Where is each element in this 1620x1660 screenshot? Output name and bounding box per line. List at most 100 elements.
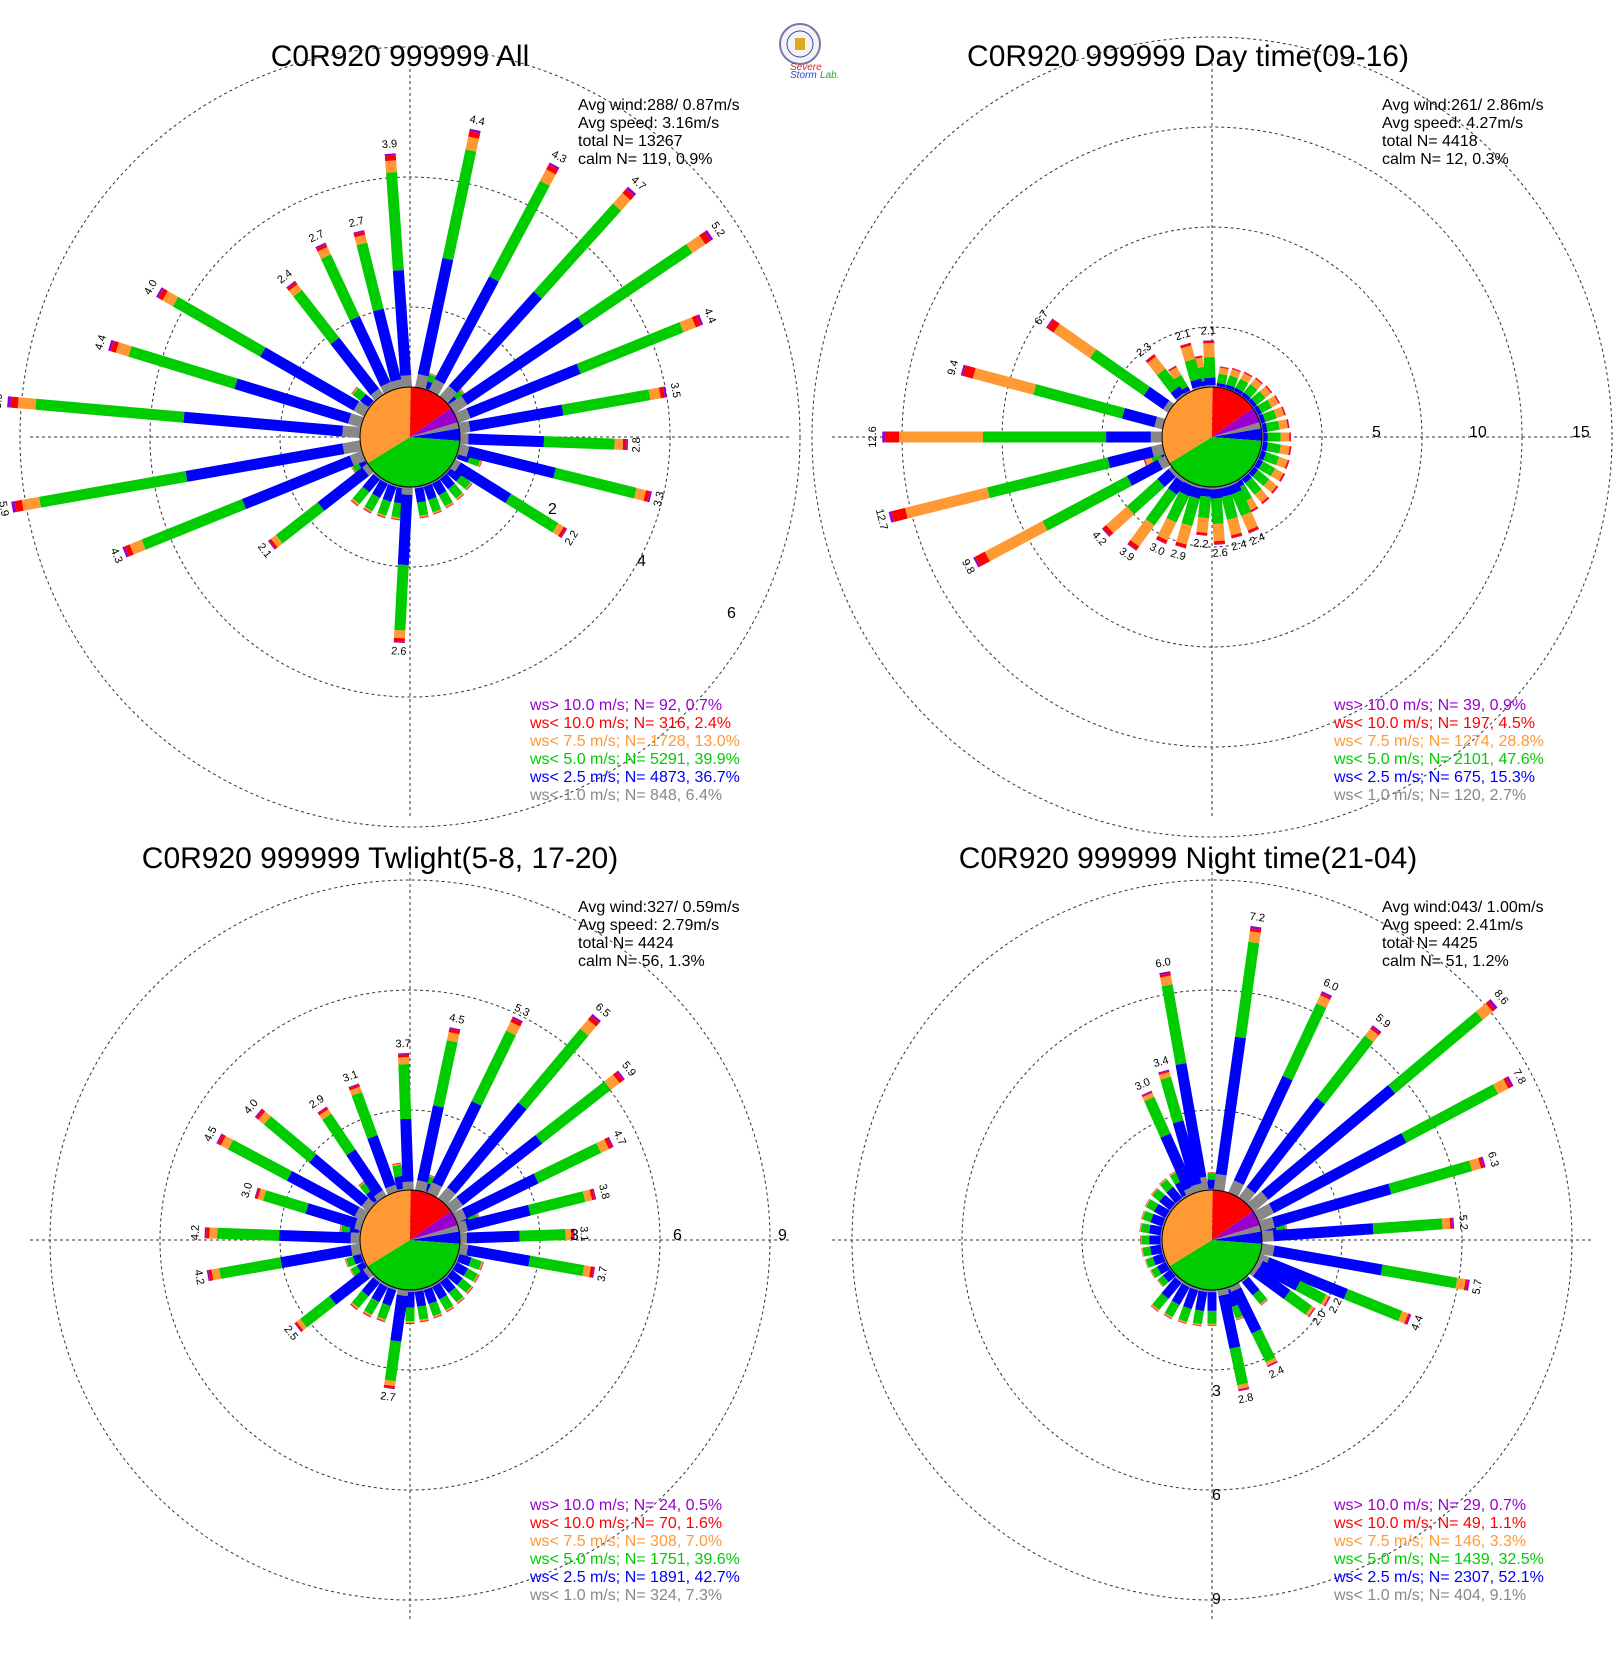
bar-value-label: 2.9 — [1169, 548, 1187, 564]
wind-bar-segment — [1265, 1357, 1278, 1366]
wind-bar-segment — [1180, 345, 1196, 362]
minor-wind-bar-segment — [340, 1223, 351, 1234]
wind-bar-segment — [580, 1019, 597, 1036]
wind-bar-segment — [156, 287, 164, 298]
panel-day: C0R920 999999 Day time(09-16) Avg wind:2… — [811, 36, 1613, 838]
wind-bar-segment — [263, 1116, 317, 1163]
wind-bar-segment — [704, 230, 714, 241]
wind-bar-segment — [1231, 1287, 1262, 1334]
minor-wind-bar-segment — [1178, 1306, 1192, 1323]
minor-wind-bar-segment — [1271, 485, 1279, 494]
ring-label: 6 — [673, 1227, 682, 1244]
wind-bar-segment — [128, 346, 238, 390]
wind-bar-segment — [385, 160, 397, 173]
wind-bar-segment — [122, 546, 129, 558]
bar-value-label: 3.1 — [577, 1226, 590, 1242]
range-ring — [49, 879, 771, 1601]
wind-bar-segment — [466, 1230, 520, 1244]
minor-wind-bar-segment — [448, 483, 463, 499]
minor-wind-bar-segment — [1174, 1180, 1191, 1198]
minor-wind-bar-segment — [1173, 374, 1188, 391]
wind-bar-segment — [1261, 1085, 1396, 1200]
wind-bar-segment — [1172, 1120, 1202, 1187]
minor-wind-bar-segment — [432, 1313, 442, 1318]
minor-wind-bar-segment — [1250, 378, 1263, 390]
bar-value-label: 4.5 — [202, 1125, 220, 1144]
range-ring — [149, 176, 671, 698]
wind-bar-segment — [108, 339, 114, 352]
wind-bar-segment — [428, 378, 445, 396]
minor-wind-bar-segment — [1279, 473, 1285, 482]
wind-bar-segment — [349, 1086, 362, 1096]
wind-bar-segment — [319, 1109, 332, 1120]
wind-bar-segment — [316, 244, 328, 252]
minor-wind-bar-segment — [377, 512, 387, 518]
wind-bar-segment — [1249, 1264, 1260, 1277]
minor-wind-bar-segment — [1146, 1199, 1159, 1212]
wind-bar-segment — [468, 131, 481, 139]
minor-wind-bar-segment — [425, 373, 437, 384]
wind-bar-segment — [1156, 535, 1168, 544]
wind-bar-segment — [1241, 511, 1258, 531]
minor-wind-bar-segment — [1241, 392, 1251, 401]
ring-label: 4 — [637, 553, 646, 570]
bar-value-label: 7.2 — [1249, 911, 1266, 925]
bar-value-label: 12.6 — [867, 426, 879, 447]
minor-wind-bar-segment — [456, 1214, 470, 1227]
legend-item-lt10calm: ws< 1.0 m/s; N= 404, 9.1% — [1333, 1587, 1526, 1604]
wind-bar-segment — [1320, 993, 1331, 1000]
wind-bar-segment — [612, 1071, 624, 1084]
ring-label: 2 — [548, 501, 557, 518]
minor-wind-bar-segment — [1226, 375, 1239, 388]
minor-wind-bar-segment — [394, 1175, 406, 1190]
logo-lab-text: Lab. — [820, 70, 839, 81]
minor-wind-bar-segment — [1156, 1261, 1170, 1275]
wind-bar-segment — [1219, 486, 1233, 498]
minor-wind-bar-segment — [1284, 459, 1290, 469]
wind-bar-segment — [354, 1206, 369, 1222]
avg-speed-text: Avg speed: 2.79m/s — [578, 917, 719, 934]
wind-bar-segment — [461, 1173, 539, 1219]
wind-bar-segment — [604, 1137, 613, 1150]
minor-wind-bar-segment — [1265, 420, 1280, 432]
center-pie-slice — [1212, 422, 1262, 437]
minor-wind-bar-segment — [1145, 1198, 1151, 1208]
wind-bar-segment — [1168, 466, 1179, 478]
wind-bar-segment — [384, 1379, 396, 1387]
center-pie-slice — [410, 1211, 458, 1240]
bar-value-label: 5.9 — [0, 393, 5, 409]
wind-bar-segment — [458, 421, 471, 434]
wind-bar-segment — [590, 1013, 601, 1023]
ring-label: 15 — [1572, 424, 1590, 441]
wind-bar-segment — [1157, 517, 1177, 541]
minor-wind-bar-segment — [1163, 1312, 1173, 1319]
wind-bar-segment — [1235, 941, 1260, 1039]
wind-bar-segment — [446, 1031, 460, 1043]
legend-item-lt10calm: ws< 1.0 m/s; N= 324, 7.3% — [529, 1587, 722, 1604]
wind-bar-segment — [437, 1187, 456, 1206]
wind-bar-segment — [455, 462, 512, 504]
legend-item-gt10: ws> 10.0 m/s; N= 39, 0.9% — [1333, 697, 1526, 714]
wind-bar-segment — [318, 1107, 329, 1116]
bar-value-label: 2.1 — [1200, 325, 1216, 338]
bar-value-label: 3.8 — [596, 1183, 611, 1201]
center-pie-slice — [1212, 1225, 1262, 1240]
wind-bar-segment — [596, 1139, 609, 1153]
wind-bar-segment — [1260, 1243, 1275, 1257]
wind-bar-segment — [400, 375, 412, 388]
wind-bar-segment — [552, 523, 564, 537]
bar-value-label: 2.8 — [631, 437, 644, 453]
minor-wind-bar-segment — [453, 389, 466, 402]
minor-wind-bar-segment — [361, 1277, 380, 1297]
minor-wind-bar-segment — [1279, 444, 1290, 456]
wind-bar-segment — [1321, 1294, 1330, 1306]
wind-bar-segment — [1175, 541, 1187, 548]
bar-value-label: 9.8 — [959, 557, 977, 576]
minor-wind-bar-segment — [1160, 1179, 1174, 1193]
wind-bar-segment — [320, 254, 360, 321]
wind-bar-segment — [1212, 523, 1225, 542]
minor-wind-bar-segment — [1248, 466, 1259, 477]
bar-value-label: 9.4 — [946, 359, 962, 377]
wind-bar-segment — [434, 276, 499, 385]
